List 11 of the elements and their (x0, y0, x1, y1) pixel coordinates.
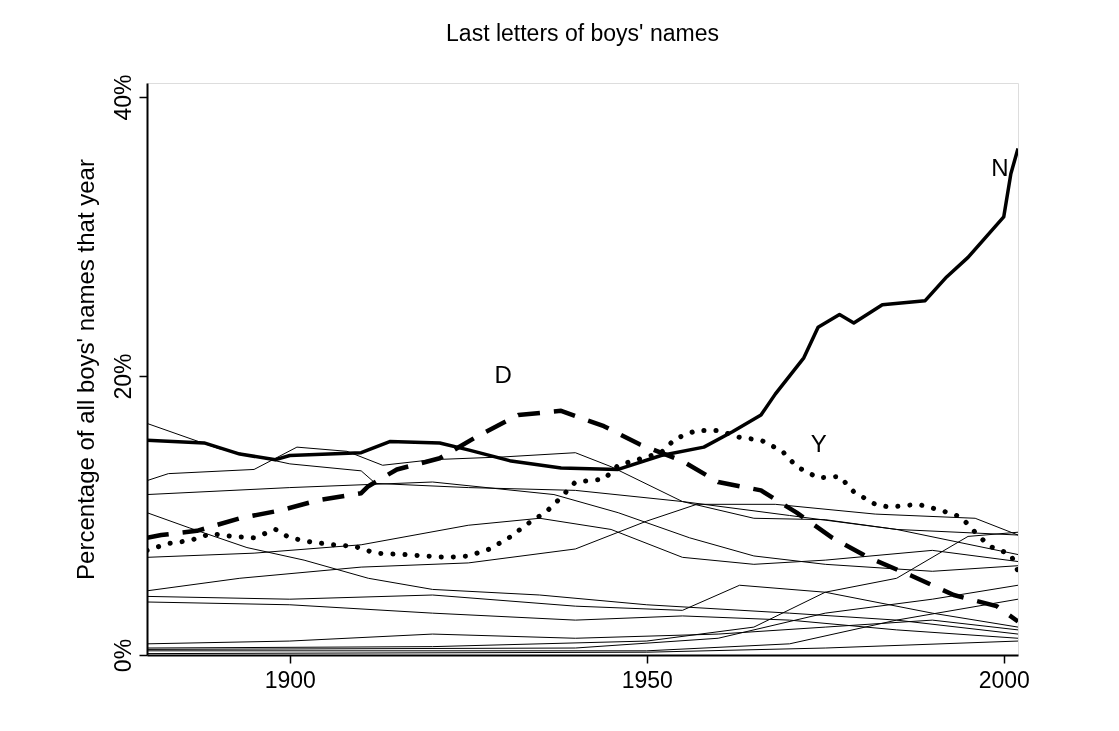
chart-title: Last letters of boys' names (446, 19, 719, 46)
y-tick-label: 20% (109, 353, 136, 400)
y-tick-label: 40% (109, 74, 136, 121)
series-label: D (494, 360, 512, 388)
x-tick-label: 1900 (264, 666, 316, 693)
x-tick-label: 1950 (621, 666, 673, 693)
series-label: Y (810, 430, 827, 458)
series-label: N (991, 153, 1009, 181)
y-tick-label: 0% (109, 638, 136, 673)
y-axis-title: Percentage of all boys' names that year (71, 159, 99, 580)
x-tick-label: 2000 (978, 666, 1030, 693)
